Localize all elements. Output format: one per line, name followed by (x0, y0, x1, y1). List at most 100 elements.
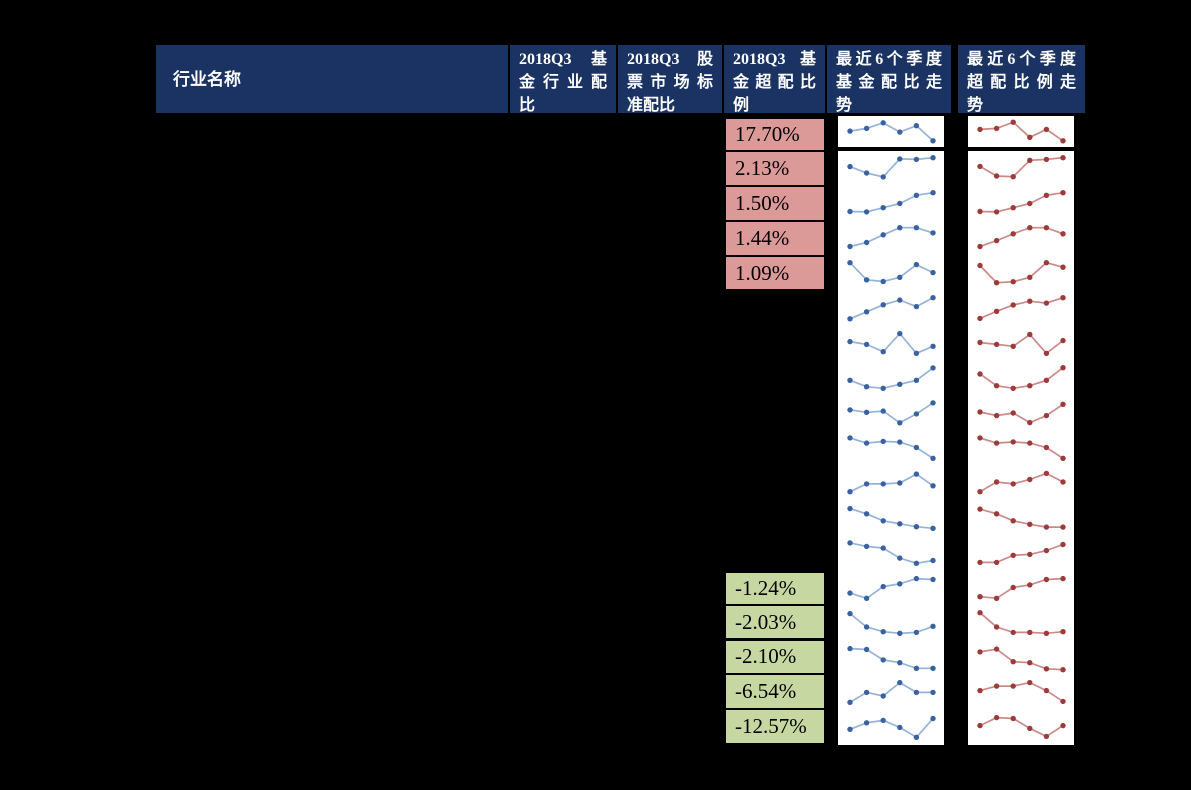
header-line: 2018Q3 基 (733, 48, 816, 71)
underweight-value-cell: -6.54% (724, 675, 826, 711)
header-text: 准配比 (627, 97, 676, 113)
header-text: 走 (925, 74, 942, 91)
overweight-ratio-sparkline-row-8 (977, 365, 1066, 392)
overweight-ratio-sparkline-row-4 (977, 224, 1066, 249)
overweight-ratio-sparkline-row-16 (977, 645, 1066, 672)
header-text: 最 (967, 51, 984, 68)
header-cell-fund-overweight-ratio: 2018Q3 基金超配比例 (724, 45, 825, 113)
fund-allocation-sparkline-row-8 (847, 365, 936, 392)
overweight-value-cell: 2.13% (724, 151, 826, 187)
header-text: 超 (967, 74, 984, 91)
header-text: 金 (519, 74, 536, 91)
fund-allocation-sparkline-row-7 (847, 331, 936, 357)
header-line: 势 (967, 94, 1076, 113)
fund-allocation-sparkline-row-17 (847, 680, 936, 706)
header-cell-market-standard-allocation: 2018Q3 股票市场标准配比 (618, 45, 722, 113)
header-line: 票市场标 (627, 71, 713, 94)
overweight-ratio-sparkline-row-3 (977, 189, 1066, 215)
overweight-ratio-sparkline-row-1 (977, 119, 1066, 144)
header-text: 场 (673, 74, 690, 91)
header-text: 金 (733, 74, 750, 91)
overweight-ratio-sparkline-row-9 (977, 401, 1066, 426)
header-text: 季 (906, 51, 923, 68)
header-text: 标 (696, 74, 713, 91)
header-text: 行业名称 (173, 69, 241, 89)
header-line: 比 (519, 94, 607, 113)
header-text: 比 (519, 97, 536, 113)
header-text: 度 (1059, 51, 1076, 68)
header-text: 行 (542, 74, 559, 91)
underweight-value-cell: -1.24% (724, 570, 826, 606)
header-text: 最 (836, 51, 853, 68)
fund-allocation-sparkline-row-9 (847, 400, 936, 426)
header-text: 例 (733, 97, 750, 113)
overweight-ratio-sparkline-row-15 (977, 609, 1066, 636)
fund-allocation-sparkline-first-row-box (838, 116, 944, 147)
overweight-ratio-sparkline-row-2 (977, 154, 1066, 180)
overweight-value-cell: 1.09% (724, 256, 826, 292)
header-text: 个 (1019, 51, 1036, 68)
header-line: 金超配比 (733, 71, 816, 94)
header-text: 股 (696, 51, 713, 68)
fund-allocation-sparkline-row-2 (847, 154, 936, 180)
fund-allocation-sparkline-row-14 (847, 575, 936, 601)
header-text: 配 (777, 74, 794, 91)
overweight-ratio-sparkline-row-17 (977, 680, 1066, 705)
header-text: 走 (1059, 74, 1076, 91)
underweight-value-cell: -2.10% (724, 640, 826, 676)
header-line: 金行业配 (519, 71, 607, 94)
header-text: 配 (880, 74, 897, 91)
header-cell-fund-industry-allocation: 2018Q3 基金行业配比 (510, 45, 616, 113)
header-line: 准配比 (627, 94, 713, 113)
header-text: 6 (1007, 51, 1016, 68)
overweight-value-cell: 17.70% (724, 117, 826, 152)
overweight-ratio-sparkline-first-row-box (968, 116, 1074, 147)
header-text: 市 (650, 74, 667, 91)
overweight-ratio-sparkline-row-18 (977, 715, 1066, 740)
header-text: 2018Q3 (519, 51, 572, 68)
header-text: 势 (836, 97, 853, 113)
overweight-ratio-sparkline-row-11 (977, 470, 1066, 495)
header-line: 2018Q3 基 (519, 48, 607, 71)
header-text: 基 (799, 51, 816, 68)
header-text: 配 (990, 74, 1007, 91)
overweight-ratio-sparkline-row-12 (977, 506, 1066, 530)
fund-allocation-sparkline-row-12 (847, 505, 936, 531)
header-text: 金 (858, 74, 875, 91)
fund-allocation-sparkline-row-5 (847, 259, 936, 284)
header-text: 超 (755, 74, 772, 91)
header-text: 2018Q3 (627, 51, 680, 68)
fund-allocation-sparkline-row-16 (847, 645, 936, 671)
header-text: 势 (967, 97, 984, 113)
fund-allocation-sparkline-row-13 (847, 539, 936, 566)
header-text: 度 (925, 51, 942, 68)
header-line: 超配比例走 (967, 71, 1076, 94)
overweight-ratio-sparkline-row-5 (977, 259, 1066, 285)
header-text: 近 (855, 51, 872, 68)
overweight-value-cell: 1.50% (724, 186, 826, 222)
underweight-value-cell: -12.57% (724, 710, 826, 746)
underweight-value-cell: -2.03% (724, 605, 826, 641)
overweight-ratio-sparkline-row-13 (977, 541, 1066, 565)
header-line: 2018Q3 股 (627, 48, 713, 71)
overweight-ratio-sparkline-column (968, 151, 1074, 745)
header-text: 6 (875, 51, 884, 68)
fund-allocation-sparkline-row-4 (847, 224, 936, 249)
header-text: 季 (1039, 51, 1056, 68)
overweight-value-cell: 1.44% (724, 221, 826, 257)
fund-allocation-sparkline-row-18 (847, 716, 936, 741)
fund-allocation-sparkline-row-1 (847, 120, 936, 144)
header-text: 基 (590, 51, 607, 68)
fund-allocation-sparkline-row-3 (847, 189, 936, 215)
header-line: 行业名称 (173, 68, 241, 91)
fund-allocation-sparkline-row-15 (847, 610, 936, 636)
header-text: 业 (566, 74, 583, 91)
header-text: 基 (836, 74, 853, 91)
header-text: 例 (1036, 74, 1053, 91)
header-cell-industry-name: 行业名称 (156, 45, 508, 113)
header-line: 基金配比走 (836, 71, 942, 94)
overweight-ratio-sparkline-row-6 (977, 294, 1066, 321)
